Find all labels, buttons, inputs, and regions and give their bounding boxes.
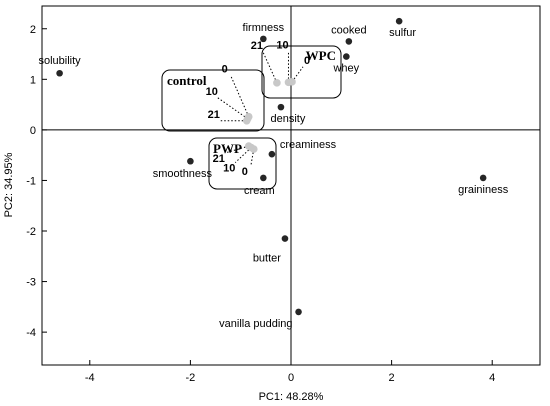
sample-day-label: 0 xyxy=(242,166,248,178)
x-tick-label: -2 xyxy=(186,372,196,384)
sample-point xyxy=(288,78,296,86)
sample-group-boxes: control WPC PWP xyxy=(161,45,342,190)
y-tick-label: -2 xyxy=(26,226,36,238)
group-box-control xyxy=(161,69,265,132)
sample-leader-line xyxy=(217,97,249,120)
sample-day-label: 10 xyxy=(223,163,235,175)
sample-day-label: 21 xyxy=(251,40,263,52)
x-axis-ticks: -4 -2 0 2 4 xyxy=(85,360,495,384)
sample-point xyxy=(242,116,251,125)
attribute-point xyxy=(343,53,350,60)
attribute-label: smoothness xyxy=(153,168,213,180)
sample-day-label: 0 xyxy=(304,55,310,67)
attribute-point xyxy=(345,38,353,45)
attribute-label: whey xyxy=(332,63,359,75)
y-tick-label: -4 xyxy=(26,327,36,339)
attribute-label: graininess xyxy=(458,184,509,196)
attribute-point xyxy=(260,35,267,43)
attribute-point xyxy=(268,150,276,158)
y-tick-label: 2 xyxy=(30,24,36,36)
attribute-point xyxy=(260,174,267,182)
group-title-wpc: WPC xyxy=(306,48,336,63)
sample-day-label: 10 xyxy=(206,86,218,98)
x-tick-label: 2 xyxy=(389,372,395,384)
attribute-point xyxy=(281,235,289,242)
attribute-label: vanilla pudding xyxy=(219,318,292,330)
group-box-wpc xyxy=(261,45,342,99)
sample-point xyxy=(273,79,281,87)
attribute-point xyxy=(395,17,403,25)
attribute-label: butter xyxy=(253,253,281,265)
attribute-label: cooked xyxy=(331,24,366,36)
sample-point xyxy=(249,145,258,153)
attribute-label: firmness xyxy=(243,22,285,34)
x-tick-label: 0 xyxy=(288,372,294,384)
sample-leader-line xyxy=(262,51,278,84)
x-tick-label: -4 xyxy=(85,372,95,384)
attribute-label: sulfur xyxy=(389,27,416,39)
attribute-label: cream xyxy=(244,185,275,197)
y-axis-title: PC2: 34.95% xyxy=(3,152,15,217)
y-tick-label: 1 xyxy=(30,74,36,86)
sample-day-label: 10 xyxy=(276,39,288,51)
group-title-pwp: PWP xyxy=(213,141,242,156)
attribute-point xyxy=(277,103,285,111)
attribute-label: density xyxy=(271,113,306,125)
attribute-point xyxy=(56,69,63,77)
x-axis-title: PC1: 48.28% xyxy=(259,391,324,403)
attribute-points: solubility firmness cooked sulfur whey densit… xyxy=(39,17,509,330)
y-axis-ticks: 2 1 0 -1 -2 -3 -4 xyxy=(26,24,47,339)
attribute-label: solubility xyxy=(39,55,82,67)
attribute-label: creaminess xyxy=(280,139,337,151)
zero-lines xyxy=(42,6,540,365)
group-box-pwp xyxy=(208,137,277,190)
attribute-point xyxy=(295,308,302,316)
y-tick-label: -1 xyxy=(26,175,36,187)
sample-day-label: 0 xyxy=(222,64,228,76)
group-title-control: control xyxy=(167,73,207,88)
y-tick-label: 0 xyxy=(30,125,36,137)
x-tick-label: 4 xyxy=(489,372,495,384)
attribute-point xyxy=(479,174,487,182)
y-tick-label: -3 xyxy=(26,277,36,289)
attribute-point xyxy=(187,157,194,165)
sample-leader-line xyxy=(250,149,255,167)
sample-leader-line xyxy=(230,75,250,117)
sample-day-label: 21 xyxy=(208,109,220,121)
sample-day-label: 21 xyxy=(213,153,225,165)
sample-leader-line xyxy=(224,145,249,154)
